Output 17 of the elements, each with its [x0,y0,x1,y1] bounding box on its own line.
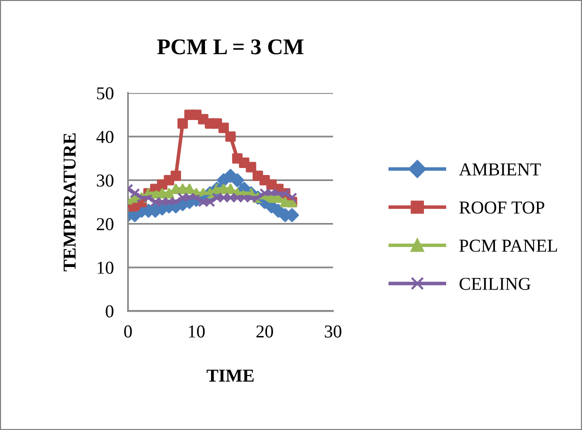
x-axis-title: TIME [206,370,254,382]
y-tick-label: 30 [96,174,114,187]
x-tick-label: 30 [324,325,342,338]
legend-label: CEILING [460,278,530,290]
x-tick-label: 0 [124,325,132,338]
y-tick-label: 0 [106,305,114,318]
y-axis-title: TEMPERATURE [64,133,76,272]
legend-label: AMBIENT [459,163,541,176]
x-tick-label: 20 [256,325,274,338]
y-tick-label: 50 [97,87,114,100]
y-tick-label: 10 [98,262,114,274]
y-tick-label: 20 [96,218,114,230]
legend-label: PCM PANEL [459,240,557,252]
x-tick-label: 10 [188,325,205,338]
legend-label: ROOF TOP [459,202,544,214]
chart-title: PCM L = 3 CM [157,39,304,54]
y-tick-label: 40 [96,130,114,144]
